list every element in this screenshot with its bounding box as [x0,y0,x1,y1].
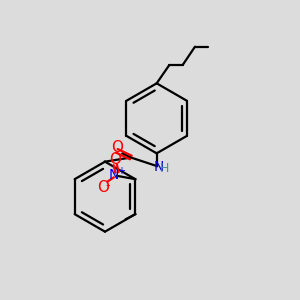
Text: N: N [109,168,119,182]
Text: H: H [159,162,169,175]
Text: -: - [105,179,110,192]
Text: O: O [109,152,121,167]
Text: +: + [117,167,125,176]
Text: O: O [97,180,109,195]
Text: O: O [112,140,124,155]
Text: N: N [153,160,164,174]
